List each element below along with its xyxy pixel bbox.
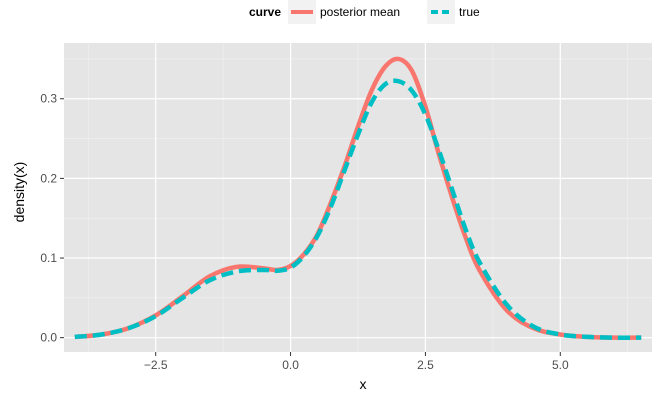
y-axis-title: density(x)	[11, 162, 27, 223]
series-layer	[74, 56, 642, 340]
y-tick-label: 0.3	[40, 92, 57, 106]
major-gridlines	[64, 43, 652, 352]
minor-gridlines	[64, 43, 652, 352]
y-tick-label: 0.1	[40, 251, 57, 265]
legend-label-true: true	[459, 5, 480, 19]
legend: curve posterior mean true	[249, 0, 480, 24]
series-line-posterior-mean	[74, 56, 642, 340]
x-axis-title: x	[360, 376, 367, 392]
y-tick-label: 0.2	[40, 171, 57, 185]
legend-title: curve	[249, 5, 281, 19]
x-tick-label: 0.0	[282, 358, 299, 372]
y-tick-label: 0.0	[40, 331, 57, 345]
x-tick-label: 2.5	[417, 358, 434, 372]
x-tick-label: 5.0	[552, 358, 569, 372]
legend-label-posterior-mean: posterior mean	[320, 5, 400, 19]
series-line-true	[74, 78, 642, 340]
x-tick-label: −2.5	[144, 358, 168, 372]
axis-ticks: −2.5 0.0 2.5 5.0 0.0 0.1 0.2 0.3	[40, 92, 569, 372]
